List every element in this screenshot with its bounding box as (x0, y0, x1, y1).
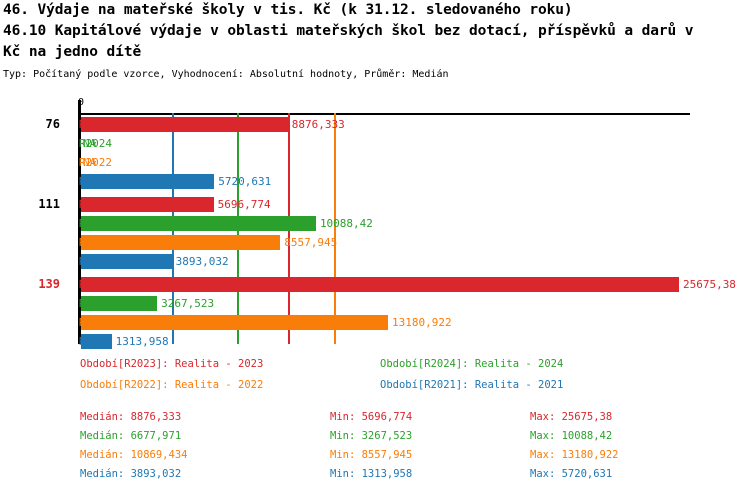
group-label-139: 139 (38, 277, 60, 291)
bar-row: 139R202325675,38 (0, 275, 750, 294)
chart-legend: Období[R2023]: Realita - 2023 Období[R202… (0, 358, 750, 400)
bar-row: R20213893,032 (0, 252, 750, 271)
bar-r2024-139[interactable] (81, 296, 158, 311)
page-title-line-3: Kč na jedno dítě (3, 44, 142, 60)
bar-row: R202410088,42 (0, 214, 750, 233)
stat-median: Medián: 8876,333 (80, 411, 182, 423)
median-gridline-r2022 (334, 113, 337, 344)
statistics-row: Medián: 6677,971 Min: 3267,523 Max: 10088,… (0, 427, 750, 446)
bar-r2023-76[interactable] (81, 117, 288, 132)
stat-max: Max: 13180,922 (530, 449, 619, 461)
stat-min: Min: 3267,523 (330, 430, 413, 442)
bar-row: R2024 NA (0, 134, 750, 153)
bar-row: 111R20235696,774 (0, 195, 750, 214)
statistics-row: Medián: 3893,032 Min: 1313,958 Max: 5720,6… (0, 465, 750, 484)
bar-row: 76R20238876,333 (0, 115, 750, 134)
bar-value-label: 13180,922 (391, 316, 452, 329)
axis-origin-label: 0 (78, 97, 85, 108)
stat-min: Min: 5696,774 (330, 411, 413, 423)
bar-value-label: 3893,032 (175, 255, 229, 268)
chart-header: 46. Výdaje na mateřské školy v tis. Kč (… (3, 0, 747, 82)
stat-median: Medián: 10869,434 (80, 449, 188, 461)
series-label-r2024: R2024 (78, 137, 112, 150)
x-axis-line (80, 113, 690, 115)
bar-r2021-111[interactable] (81, 254, 172, 269)
stat-median: Medián: 6677,971 (80, 430, 182, 442)
bar-value-label: 5696,774 (217, 198, 271, 211)
bar-r2023-111[interactable] (81, 197, 214, 212)
chart-plot-area: 0 76R20238876,333R2024NAR2022NAR20215720… (0, 95, 750, 350)
page-title-line-2: 46.10 Kapitálové výdaje v oblasti mateřs… (3, 23, 694, 39)
bar-value-na: NA (83, 137, 97, 150)
stat-min: Min: 8557,945 (330, 449, 413, 461)
statistics-row: Medián: 8876,333 Min: 5696,774 Max: 25675,… (0, 408, 750, 427)
stat-min: Min: 1313,958 (330, 468, 413, 480)
legend-item[interactable]: Období[R2023]: Realita - 2023 (80, 358, 264, 370)
bar-r2022-139[interactable] (81, 315, 388, 330)
bar-value-label: 10088,42 (319, 217, 373, 230)
stat-max: Max: 25675,38 (530, 411, 613, 423)
legend-item[interactable]: Období[R2024]: Realita - 2024 (380, 358, 564, 370)
stat-median: Medián: 3893,032 (80, 468, 182, 480)
bar-r2021-76[interactable] (81, 174, 215, 189)
group-label-76: 76 (45, 117, 60, 131)
bar-value-label: 3267,523 (161, 297, 215, 310)
bar-value-label: 1313,958 (115, 335, 169, 348)
bar-r2022-111[interactable] (81, 235, 281, 250)
page-title-line-1: 46. Výdaje na mateřské školy v tis. Kč (… (3, 2, 573, 18)
bar-r2023-139[interactable] (81, 277, 679, 292)
statistics-row: Medián: 10869,434 Min: 8557,945 Max: 13180… (0, 446, 750, 465)
bar-value-na: NA (83, 156, 97, 169)
group-label-111: 111 (38, 197, 60, 211)
bar-row: R20215720,631 (0, 172, 750, 191)
series-label-r2022: R2022 (78, 156, 112, 169)
bar-r2024-111[interactable] (81, 216, 316, 231)
statistics-summary: Medián: 8876,333 Min: 5696,774 Max: 25675,… (0, 408, 750, 494)
bar-row: R202213180,922 (0, 313, 750, 332)
bar-row: R20211313,958 (0, 332, 750, 351)
bar-value-label: 8557,945 (284, 236, 338, 249)
stat-max: Max: 5720,631 (530, 468, 613, 480)
bar-value-label: 8876,333 (291, 118, 345, 131)
legend-item[interactable]: Období[R2022]: Realita - 2022 (80, 379, 264, 391)
bar-row: R2022 NA (0, 153, 750, 172)
y-axis-line (78, 100, 81, 344)
legend-item[interactable]: Období[R2021]: Realita - 2021 (380, 379, 564, 391)
bar-row: R20243267,523 (0, 294, 750, 313)
stat-max: Max: 10088,42 (530, 430, 613, 442)
chart-subtitle: Typ: Počítaný podle vzorce, Vyhodnocení:… (3, 69, 449, 80)
bar-row: R20228557,945 (0, 233, 750, 252)
bar-value-label: 25675,38 (682, 278, 736, 291)
bar-r2021-139[interactable] (81, 334, 112, 349)
bar-value-label: 5720,631 (218, 175, 272, 188)
